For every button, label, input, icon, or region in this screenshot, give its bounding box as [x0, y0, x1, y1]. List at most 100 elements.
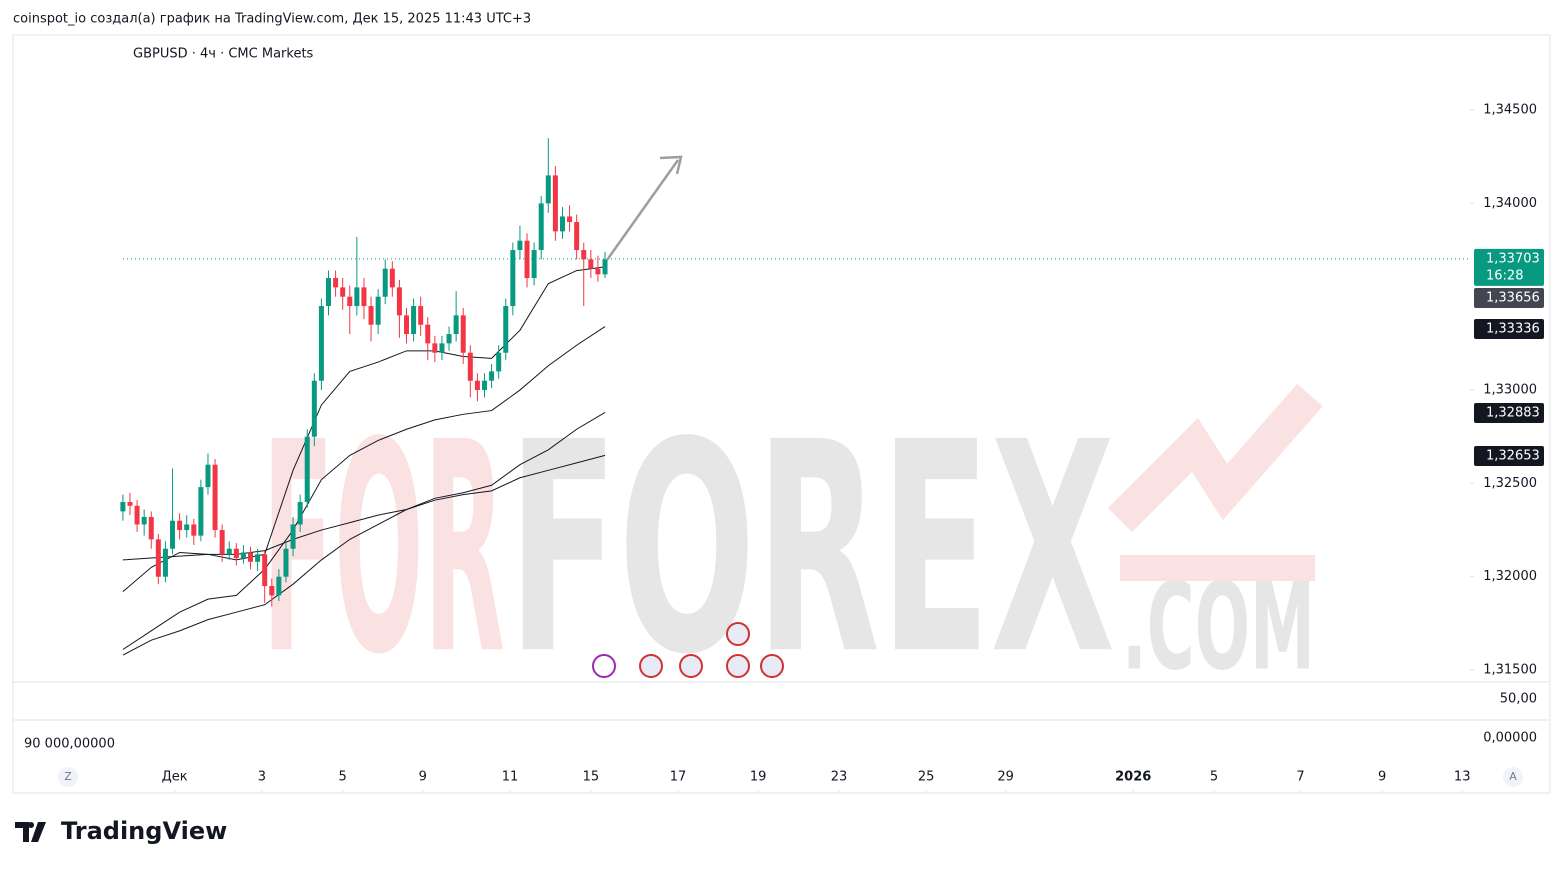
candle-body	[347, 296, 353, 307]
candle-body	[283, 548, 289, 577]
x-tick-label: 9	[1378, 770, 1386, 785]
x-tick-label: 5	[1210, 770, 1218, 785]
candle-body	[226, 548, 232, 555]
event-icon	[679, 654, 703, 678]
candle-body	[489, 371, 495, 381]
x-tick-label: 7	[1296, 770, 1304, 785]
volume-label: 50,00	[1500, 692, 1537, 707]
y-tick-label: 1,34500	[1483, 103, 1537, 118]
candle-body	[602, 259, 608, 275]
candle-body	[240, 552, 246, 559]
last-price-box	[1474, 248, 1544, 286]
axis-button-label[interactable]: Z	[64, 770, 72, 783]
candle-body	[446, 334, 452, 344]
volume-label: 0,00000	[1483, 731, 1537, 746]
candle-body	[212, 464, 218, 531]
x-tick-label: 13	[1454, 770, 1471, 785]
candle-body	[403, 315, 409, 335]
y-tick-label: 1,33000	[1483, 383, 1537, 398]
watermark-text: FOREX	[508, 381, 1115, 718]
candle-body	[503, 306, 509, 353]
volume-label: 90 000,00000	[24, 737, 115, 752]
candle-body	[233, 548, 239, 559]
moving-average	[122, 412, 606, 656]
candle-body	[467, 352, 473, 381]
y-tick-label: 1,32000	[1483, 569, 1537, 584]
price-label-box	[1474, 446, 1544, 466]
candle-body	[354, 287, 360, 307]
candle-body	[517, 240, 523, 251]
candle-body	[496, 352, 502, 372]
x-tick-label: 17	[670, 770, 687, 785]
candle-body	[510, 250, 516, 307]
candle-body	[134, 505, 140, 525]
arrow-head	[659, 155, 683, 175]
candle-body	[375, 296, 381, 325]
axis-button[interactable]	[58, 767, 78, 787]
candle-body	[531, 250, 537, 279]
candle-body	[198, 487, 204, 536]
candle-body	[248, 552, 254, 562]
candle-body	[545, 175, 551, 204]
candle-body	[162, 548, 168, 577]
x-tick-label: 2026	[1115, 770, 1151, 785]
watermark-icon	[1120, 555, 1315, 581]
candle-body	[474, 380, 480, 391]
candle-body	[333, 278, 339, 288]
moving-average	[122, 326, 606, 650]
candle-body	[432, 343, 438, 353]
candle-body	[574, 222, 580, 251]
axis-button-label[interactable]: A	[1509, 770, 1517, 783]
candle-body	[127, 502, 133, 506]
watermark-text: .COM	[1122, 559, 1315, 698]
candle-body	[255, 554, 261, 562]
candle-body	[148, 516, 154, 540]
candle-body	[559, 216, 565, 232]
event-icon	[726, 622, 750, 646]
candle-body	[318, 306, 324, 381]
x-tick-label: Дек	[162, 770, 188, 785]
candle-body	[120, 502, 126, 512]
candle-body	[481, 380, 487, 391]
axis-button[interactable]	[1503, 767, 1523, 787]
candle-body	[411, 306, 417, 335]
candle-body	[595, 268, 601, 275]
x-tick-label: 23	[831, 770, 848, 785]
y-tick-label: 1,31500	[1483, 663, 1537, 678]
event-icon	[726, 654, 750, 678]
candle-body	[340, 287, 346, 297]
event-icon	[639, 654, 663, 678]
candle-body	[368, 306, 374, 325]
candle-body	[382, 268, 388, 297]
candle-body	[177, 520, 183, 531]
candle-body	[439, 343, 445, 353]
candle-body	[191, 524, 197, 536]
y-tick-label: 1,34000	[1483, 196, 1537, 211]
logo-icon	[15, 822, 46, 842]
candle-body	[581, 250, 587, 260]
y-tick-label: 1,32500	[1483, 476, 1537, 491]
x-tick-label: 19	[750, 770, 767, 785]
x-tick-label: 15	[583, 770, 600, 785]
arrow	[605, 159, 680, 261]
candle-body	[361, 287, 367, 307]
candle-body	[276, 576, 282, 596]
event-icons	[592, 622, 784, 678]
logo-text: TradingView	[61, 817, 227, 845]
candle-body	[326, 278, 332, 307]
candle-body	[155, 539, 161, 577]
price-label-box	[1474, 319, 1544, 339]
candle-body	[205, 464, 211, 488]
candle-body	[170, 520, 176, 549]
header: coinspot_io создал(а) график на TradingV…	[13, 12, 531, 27]
candle-body	[425, 324, 431, 344]
candle-body	[304, 436, 310, 503]
price-label: 1,33336	[1486, 322, 1540, 337]
candle-body	[396, 287, 402, 316]
candle-body	[524, 240, 530, 279]
candle-body	[290, 524, 296, 549]
candle-body	[269, 586, 275, 596]
price-label-box	[1474, 288, 1544, 308]
x-tick-label: 3	[258, 770, 266, 785]
